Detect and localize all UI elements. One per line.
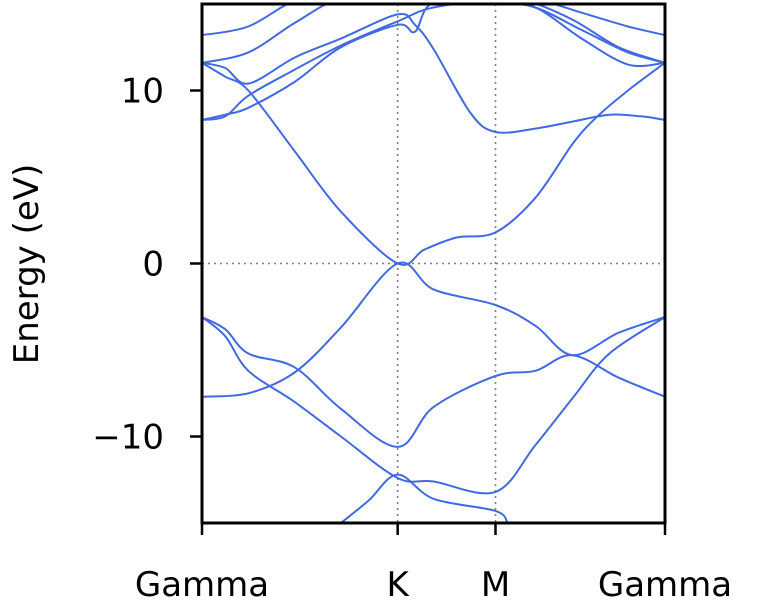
- band-line-10: [340, 473, 509, 523]
- band-line-4: [202, 4, 665, 121]
- y-axis-label: Energy (eV): [7, 164, 47, 365]
- band-line-5: [202, 4, 665, 121]
- x-tick-label: M: [481, 565, 510, 605]
- x-axis: Gamma K M Gamma: [135, 523, 732, 605]
- y-axis: 10 0 −10: [92, 72, 202, 458]
- x-tick-label: K: [387, 565, 411, 605]
- x-tick-label: Gamma: [598, 565, 732, 605]
- band-line-2: [202, 4, 665, 64]
- y-tick-label: −10: [92, 418, 164, 458]
- x-tick-label: Gamma: [135, 565, 269, 605]
- band-line-3: [202, 12, 665, 134]
- y-tick-label: 0: [142, 245, 164, 285]
- band-line-6: [202, 61, 665, 266]
- band-line-7: [202, 261, 665, 398]
- band-line-9: [202, 316, 665, 495]
- y-tick-label: 10: [121, 72, 164, 112]
- band-lines: [202, 4, 665, 523]
- band-line-8: [202, 316, 665, 448]
- band-line-1: [202, 4, 665, 37]
